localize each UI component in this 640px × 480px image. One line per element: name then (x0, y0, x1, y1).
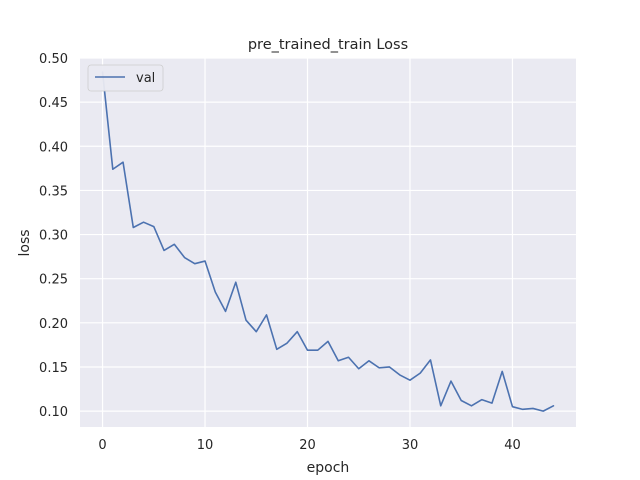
series-line-val (101, 71, 555, 412)
y-tick-label: 0.10 (39, 405, 68, 420)
x-tick-label: 0 (98, 438, 106, 453)
grid (80, 57, 576, 427)
y-tick-label: 0.40 (39, 140, 68, 155)
y-tick-label: 0.45 (39, 96, 68, 111)
x-tick-label: 20 (299, 438, 316, 453)
x-tick-label: 10 (197, 438, 214, 453)
y-tick-label: 0.20 (39, 317, 68, 332)
legend-box (87, 64, 164, 92)
y-tick-label: 0.25 (39, 273, 68, 288)
legend: val (87, 64, 164, 92)
x-tick-label: 30 (402, 438, 419, 453)
plot-area (80, 58, 576, 427)
x-tick-label: 40 (504, 438, 521, 453)
y-axis-label: loss (17, 229, 33, 256)
chart-title: pre_trained_train Loss (248, 37, 408, 53)
y-tick-label: 0.15 (39, 361, 68, 376)
series-group (101, 71, 555, 412)
y-tick-labels: 0.10 0.15 0.20 0.25 0.30 0.35 0.40 0.45 0.50 (39, 52, 68, 420)
x-tick-labels: 0 10 20 30 40 (98, 438, 520, 453)
x-axis-label: epoch (307, 460, 350, 476)
y-tick-label: 0.50 (39, 52, 68, 67)
legend-label-val: val (136, 71, 155, 86)
y-tick-label: 0.30 (39, 229, 68, 244)
y-tick-label: 0.35 (39, 184, 68, 199)
